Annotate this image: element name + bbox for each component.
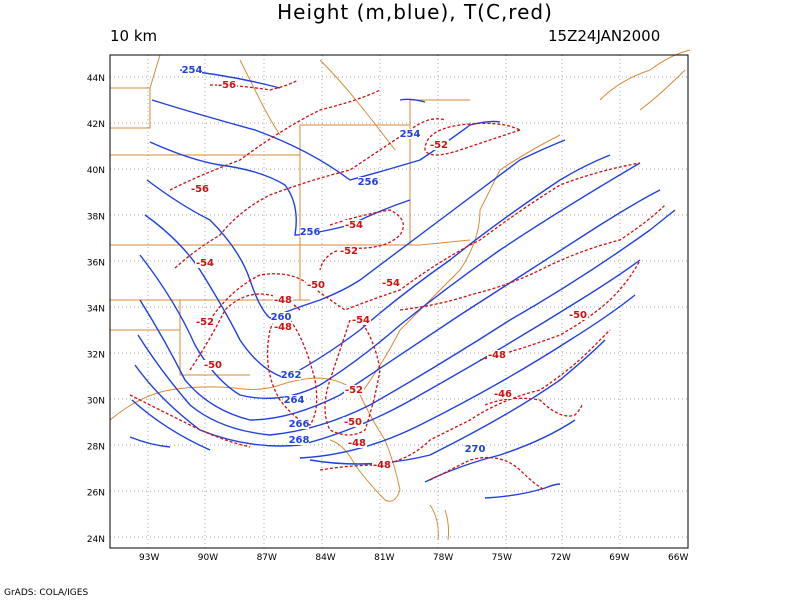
height-label-bg <box>400 129 420 139</box>
height-contour-label: 254 <box>400 129 421 140</box>
height-contour-label: 262 <box>281 370 302 381</box>
temperature-contour-label: -52 <box>345 385 363 396</box>
height-label-bg <box>182 65 202 75</box>
longitude-tick-label: 87W <box>257 553 277 563</box>
latitude-tick-labels: 44N 42N 40N 38N 36N 34N 32N 30N 28N 26N 24N <box>87 74 105 545</box>
temperature-label-bg <box>273 322 293 332</box>
latitude-tick-label: 36N <box>87 258 105 268</box>
temperature-label-bg <box>339 246 359 256</box>
longitude-tick-label: 75W <box>492 553 512 563</box>
longitude-tick-label: 93W <box>139 553 159 563</box>
latitude-tick-label: 44N <box>87 74 105 84</box>
longitude-tick-label: 69W <box>609 553 629 563</box>
graticule <box>110 55 688 548</box>
temperature-label-bg <box>381 278 401 288</box>
temperature-label-bg <box>195 258 215 268</box>
temperature-contour-label: -50 <box>204 360 222 371</box>
height-label-bg <box>284 395 304 405</box>
temperature-contour-label: -48 <box>274 322 292 333</box>
temperature-label-bg <box>344 385 364 395</box>
temperature-label-bg <box>306 280 326 290</box>
temperature-label-bg <box>351 315 371 325</box>
temperature-label-bg <box>568 310 588 320</box>
temperature-label-bg <box>429 140 449 150</box>
temperature-label-bg <box>203 360 223 370</box>
temperature-label-bg <box>372 460 392 470</box>
height-contour-label: 256 <box>300 227 321 238</box>
height-contour-label: 270 <box>465 444 486 455</box>
temperature-contour-label: -56 <box>191 184 209 195</box>
latitude-tick-label: 28N <box>87 443 105 453</box>
height-label-bg <box>465 444 485 454</box>
longitude-tick-label: 66W <box>668 553 688 563</box>
height-contour-label: 268 <box>289 435 310 446</box>
temperature-contour-label: -54 <box>345 220 363 231</box>
vertical-level-label: 10 km <box>110 27 158 45</box>
temperature-label-bg <box>343 417 363 427</box>
height-contour-label: 266 <box>289 419 310 430</box>
temperature-contour-label: -52 <box>340 246 358 257</box>
latitude-tick-label: 24N <box>87 535 105 545</box>
latitude-tick-label: 40N <box>87 166 105 176</box>
temperature-contour-label: -54 <box>352 315 370 326</box>
temperature-contour-label: -48 <box>274 295 292 306</box>
temperature-label-bg <box>344 220 364 230</box>
height-label-bg <box>358 177 378 187</box>
longitude-tick-label: 72W <box>550 553 570 563</box>
temperature-contour-label: -46 <box>494 389 512 400</box>
temperature-label-bg <box>487 350 507 360</box>
temperature-label-bg <box>347 438 367 448</box>
latitude-tick-label: 32N <box>87 350 105 360</box>
height-contour-label: 264 <box>284 395 305 406</box>
temperature-contour-label: -52 <box>430 140 448 151</box>
height-contour-label: 254 <box>182 65 203 76</box>
valid-time-label: 15Z24JAN2000 <box>548 27 661 45</box>
latitude-tick-label: 38N <box>87 212 105 222</box>
geography-borders <box>109 49 691 541</box>
map-frame <box>109 54 689 549</box>
temperature-contour-label: -50 <box>569 310 587 321</box>
longitude-tick-labels: 93W 90W 87W 84W 81W 78W 75W 72W 69W 66W <box>139 553 688 563</box>
height-contour-label: 256 <box>358 177 379 188</box>
longitude-tick-label: 81W <box>374 553 394 563</box>
height-label-bg <box>289 419 309 429</box>
temperature-contour-label: -48 <box>348 438 366 449</box>
software-credit: GrADS: COLA/IGES <box>4 588 89 598</box>
latitude-tick-label: 30N <box>87 397 105 407</box>
temperature-contour-label: -48 <box>373 460 391 471</box>
height-contour-label: 260 <box>271 312 292 323</box>
temperature-label-bg <box>493 389 513 399</box>
latitude-tick-label: 26N <box>87 489 105 499</box>
temperature-contour-label: -52 <box>196 317 214 328</box>
longitude-tick-label: 78W <box>433 553 453 563</box>
temperature-contour-label: -54 <box>196 258 214 269</box>
height-label-bg <box>281 370 301 380</box>
latitude-tick-label: 34N <box>87 304 105 314</box>
height-label-bg <box>289 435 309 445</box>
map-title: Height (m,blue), T(C,red) <box>277 0 553 24</box>
temperature-label-bg <box>273 295 293 305</box>
longitude-tick-label: 90W <box>198 553 218 563</box>
temperature-contour-label: -56 <box>218 80 236 91</box>
temperature-label-bg <box>195 317 215 327</box>
temperature-label-bg <box>217 80 237 90</box>
temperature-label-bg <box>190 184 210 194</box>
latitude-tick-label: 42N <box>87 120 105 130</box>
longitude-tick-label: 84W <box>315 553 335 563</box>
contour-labels: 254 254 256 256 260 262 264 266 268 270 -56 -52 -56 -… <box>182 65 588 471</box>
temperature-contour-label: -50 <box>344 417 362 428</box>
height-label-bg <box>300 227 320 237</box>
temperature-contour-label: -54 <box>382 278 400 289</box>
temperature-contour-label: -48 <box>488 350 506 361</box>
temperature-contour-label: -50 <box>307 280 325 291</box>
height-label-bg <box>271 312 291 322</box>
